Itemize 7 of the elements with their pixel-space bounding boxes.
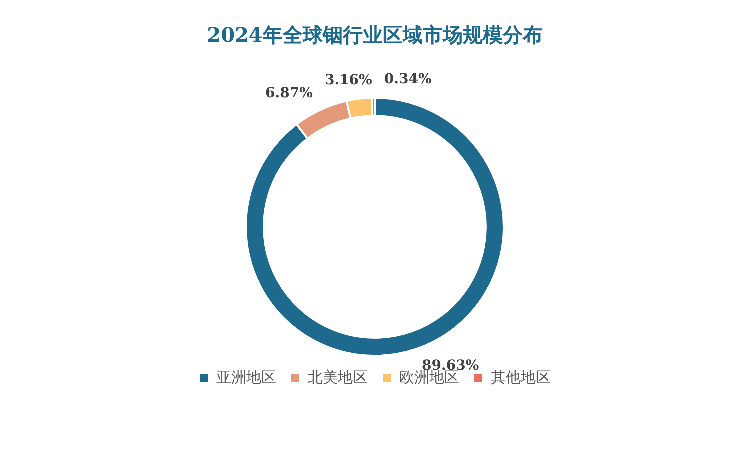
- chart-title: 2024年全球铟行业区域市场规模分布: [207, 23, 543, 48]
- legend-label: 北美地区: [308, 368, 368, 386]
- data-label: 6.87%: [266, 85, 313, 102]
- data-label: 3.16%: [324, 72, 372, 89]
- data-label: 0.34%: [384, 72, 432, 88]
- legend-label: 其他地区: [491, 368, 551, 386]
- legend-label: 亚洲地区: [216, 368, 276, 386]
